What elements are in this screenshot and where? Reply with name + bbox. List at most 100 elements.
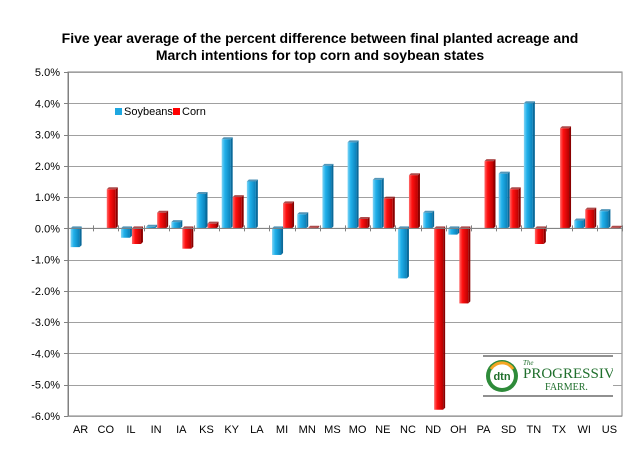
bar-face <box>182 228 192 249</box>
bar-side <box>205 191 208 229</box>
bar-top <box>585 207 597 210</box>
bar-face <box>509 189 519 229</box>
bar-face <box>70 228 80 248</box>
bar-corn-NE <box>383 196 395 229</box>
x-tick-label: NC <box>400 424 416 436</box>
bar-face <box>272 228 282 255</box>
bar-top <box>347 140 359 143</box>
bar-face <box>534 228 544 244</box>
bar-face <box>146 226 156 229</box>
y-tick-labels: -6.0% -5.0% -4.0% -3.0% -2.0% -1.0% 0.0% 1.0% 2.… <box>31 67 60 423</box>
bar-side <box>569 126 572 229</box>
bar-top <box>560 126 572 129</box>
bar-soybeans-MI <box>272 226 284 255</box>
x-tick-label: MO <box>349 424 367 436</box>
x-tick-label: MS <box>324 424 341 436</box>
bar-corn-TN <box>534 226 546 244</box>
bar-corn-PA <box>484 159 496 229</box>
bar-soybeans-US <box>599 209 611 229</box>
bar-side <box>493 159 496 229</box>
y-tick-label: 3.0% <box>35 130 60 142</box>
x-tick-label: KY <box>224 424 239 436</box>
x-tick-label: CO <box>98 424 115 436</box>
bar-face <box>599 211 609 229</box>
bar-soybeans-MN <box>297 212 309 229</box>
x-tick-label: LA <box>250 424 264 436</box>
bar-side <box>331 163 334 229</box>
bar-face <box>246 181 256 229</box>
bar-face <box>131 228 141 244</box>
legend: Soybeans Corn <box>115 106 206 118</box>
bar-top <box>484 159 496 162</box>
bar-face <box>120 228 130 238</box>
bar-face <box>434 228 444 410</box>
bar-side <box>140 226 143 244</box>
bar-side <box>241 195 244 229</box>
bar-face <box>383 198 393 229</box>
bar-face <box>157 212 167 229</box>
bar-soybeans-WI <box>574 218 586 229</box>
bar-face <box>358 218 368 229</box>
bar-top <box>599 209 611 212</box>
bar-side <box>216 221 219 229</box>
bar-soybeans-NE <box>372 177 384 229</box>
bar-face <box>283 203 293 229</box>
bar-side <box>230 137 233 229</box>
bar-face <box>322 165 332 229</box>
bar-top <box>171 220 183 223</box>
bar-top <box>423 210 435 213</box>
bar-corn-IL <box>131 226 143 244</box>
bar-side <box>166 210 169 229</box>
x-tick-label: PA <box>477 424 492 436</box>
bar-side <box>417 173 420 229</box>
y-tick-label: -6.0% <box>31 411 60 423</box>
bar-top <box>574 218 586 221</box>
bar-soybeans-MO <box>347 140 359 229</box>
bar-soybeans-IN <box>146 224 158 229</box>
bar-face <box>106 189 116 229</box>
x-tick-label: IL <box>126 424 135 436</box>
bar-side <box>129 226 132 238</box>
legend-label-corn: Corn <box>182 106 206 118</box>
bar-soybeans-MS <box>322 163 334 229</box>
bar-top <box>408 173 420 176</box>
bar-soybeans-LA <box>246 179 258 229</box>
bar-side <box>507 171 510 229</box>
bar-face <box>171 222 181 229</box>
x-tick-label: KS <box>199 424 214 436</box>
bar-top <box>509 187 521 190</box>
bar-side <box>381 177 384 229</box>
bar-soybeans-KY <box>221 137 233 229</box>
dtn-progressive-farmer-logo: dtn The PROGRESSIVE FARMER. <box>483 355 624 397</box>
bar-top <box>383 196 395 199</box>
bar-face <box>523 103 533 229</box>
legend-swatch-corn <box>173 108 180 115</box>
bar-top <box>146 224 158 227</box>
bar-top <box>610 225 622 228</box>
axes <box>64 72 623 417</box>
bar-top <box>308 225 320 228</box>
bar-corn-MO <box>358 216 370 229</box>
x-tick-label: TN <box>527 424 542 436</box>
bar-top <box>207 221 219 224</box>
bar-soybeans-OH <box>448 226 460 235</box>
bar-soybeans-AR <box>70 226 82 248</box>
bar-corn-NC <box>408 173 420 229</box>
bar-corn-OH <box>459 226 471 304</box>
bar-face <box>498 173 508 229</box>
bar-side <box>356 140 359 229</box>
x-tick-label: IA <box>176 424 187 436</box>
bar-corn-IA <box>182 226 194 249</box>
x-tick-label: MN <box>299 424 316 436</box>
x-tick-label: NE <box>375 424 390 436</box>
bar-side <box>468 226 471 304</box>
svg-text:PROGRESSIVE: PROGRESSIVE <box>523 366 613 382</box>
bar-side <box>406 226 409 279</box>
bar-side <box>115 187 118 229</box>
bar-corn-CO <box>106 187 118 229</box>
bar-side <box>306 212 309 229</box>
bar-top <box>322 163 334 166</box>
bar-side <box>180 220 183 229</box>
bar-face <box>347 142 357 229</box>
chart-title-line-1: Five year average of the percent differe… <box>61 30 579 46</box>
